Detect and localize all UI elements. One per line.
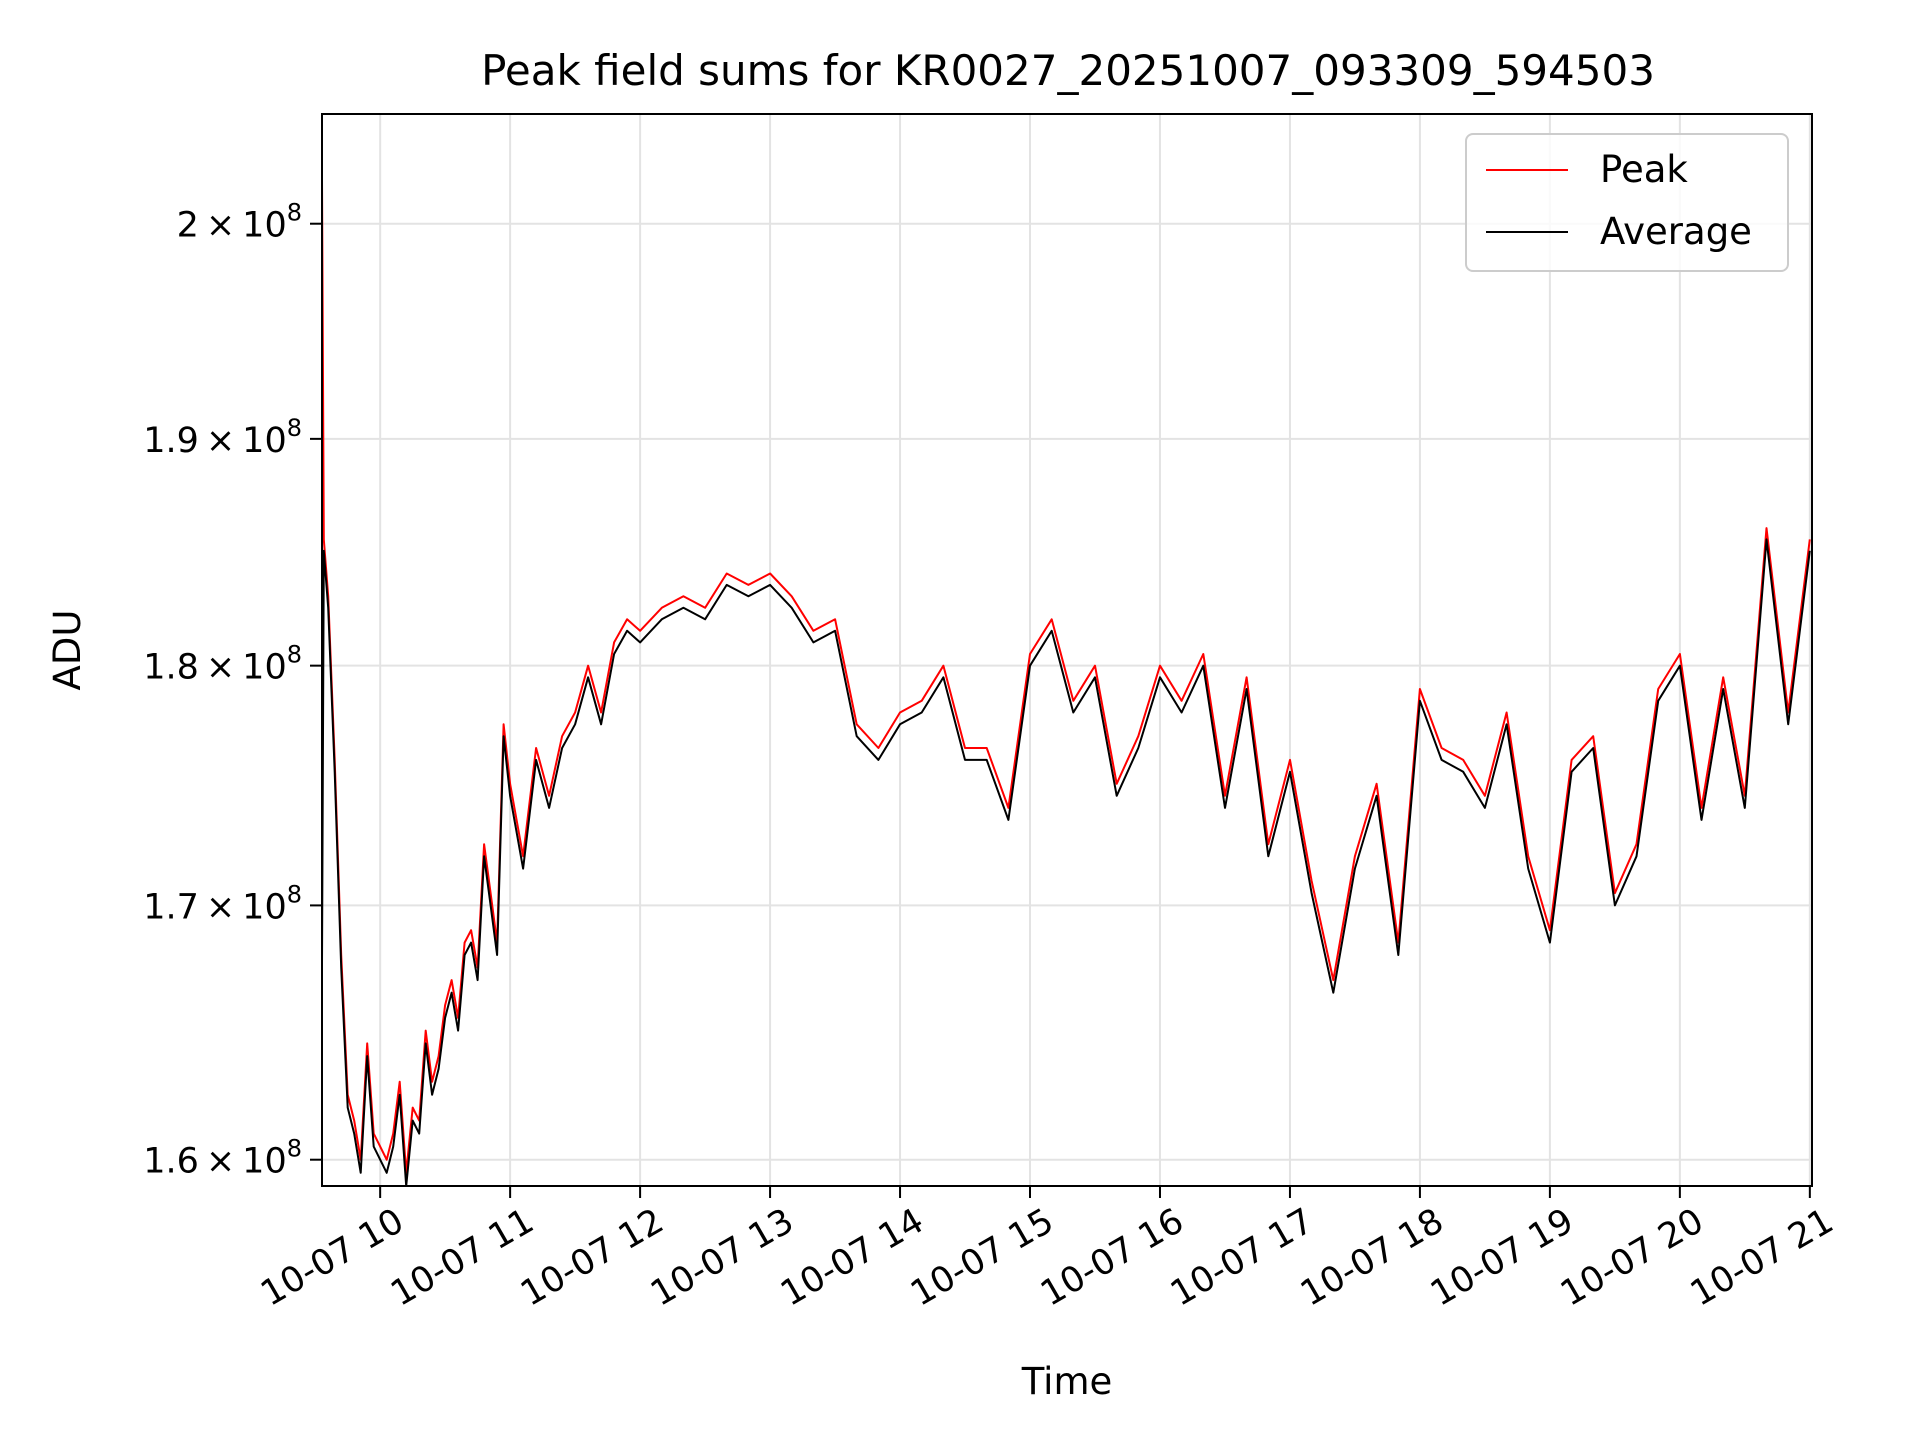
y-tick-times: × 10 <box>199 887 287 927</box>
series-line-average <box>322 538 1811 1186</box>
y-tick-exponent: 8 <box>287 641 302 669</box>
y-tick-exponent: 8 <box>287 880 302 908</box>
y-axis-label: ADU <box>46 610 89 691</box>
y-tick-label: 2 × 108 <box>177 199 302 246</box>
y-tick-exponent: 8 <box>287 414 302 442</box>
y-tick-mantissa: 2 <box>177 206 199 246</box>
y-tick-times: × 10 <box>199 1142 287 1182</box>
y-tick-times: × 10 <box>199 206 287 246</box>
y-tick-times: × 10 <box>199 648 287 688</box>
y-tick-mantissa: 1.9 <box>143 421 199 461</box>
grid <box>322 114 1812 1186</box>
y-tick-mantissa: 1.8 <box>143 648 199 688</box>
series-line-peak <box>322 120 1811 1174</box>
plot-frame <box>321 113 1813 1187</box>
y-tick-label: 1.7 × 108 <box>143 880 302 927</box>
series-layer <box>322 120 1811 1186</box>
y-tick-mantissa: 1.7 <box>143 887 199 927</box>
legend-box <box>1465 133 1789 272</box>
y-tick-times: × 10 <box>199 421 287 461</box>
y-tick-mantissa: 1.6 <box>143 1142 199 1182</box>
legend-peak-label: Peak <box>1600 148 1688 191</box>
legend-average-label: Average <box>1600 210 1752 253</box>
y-tick-label: 1.9 × 108 <box>143 414 302 461</box>
y-tick-label: 1.6 × 108 <box>143 1135 302 1182</box>
y-tick-label: 1.8 × 108 <box>143 641 302 688</box>
y-tick-exponent: 8 <box>287 1135 302 1163</box>
x-axis-label: Time <box>1021 1360 1113 1403</box>
y-tick-exponent: 8 <box>287 199 302 227</box>
legend: Peak Average <box>1465 133 1789 272</box>
chart-title: Peak field sums for KR0027_20251007_0933… <box>481 46 1655 95</box>
